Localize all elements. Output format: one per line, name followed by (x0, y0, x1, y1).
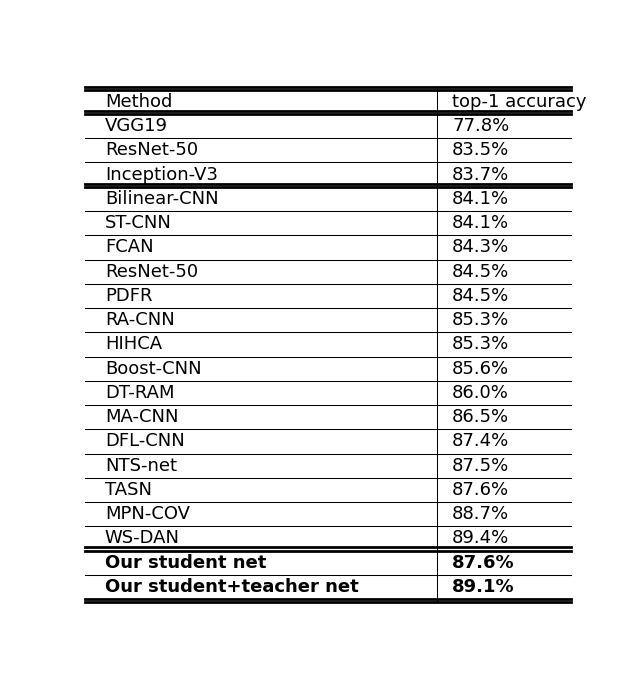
Text: 86.5%: 86.5% (452, 409, 509, 426)
Text: 84.1%: 84.1% (452, 214, 509, 232)
Text: 83.5%: 83.5% (452, 141, 509, 160)
Text: 85.6%: 85.6% (452, 359, 509, 378)
Text: 89.1%: 89.1% (452, 578, 515, 596)
Text: PDFR: PDFR (105, 287, 152, 305)
Text: 85.3%: 85.3% (452, 336, 509, 353)
Text: NTS-net: NTS-net (105, 457, 177, 475)
Text: 87.6%: 87.6% (452, 554, 515, 572)
Text: DFL-CNN: DFL-CNN (105, 432, 184, 450)
Text: ResNet-50: ResNet-50 (105, 141, 198, 160)
Text: MA-CNN: MA-CNN (105, 409, 179, 426)
Text: TASN: TASN (105, 481, 152, 499)
Text: DT-RAM: DT-RAM (105, 384, 174, 402)
Text: ResNet-50: ResNet-50 (105, 263, 198, 280)
Text: FCAN: FCAN (105, 239, 154, 256)
Text: Bilinear-CNN: Bilinear-CNN (105, 190, 218, 208)
Text: 84.3%: 84.3% (452, 239, 509, 256)
Text: 87.4%: 87.4% (452, 432, 509, 450)
Text: 88.7%: 88.7% (452, 505, 509, 523)
Text: WS-DAN: WS-DAN (105, 529, 180, 548)
Text: 84.1%: 84.1% (452, 190, 509, 208)
Text: Our student+teacher net: Our student+teacher net (105, 578, 358, 596)
Text: Boost-CNN: Boost-CNN (105, 359, 202, 378)
Text: VGG19: VGG19 (105, 117, 168, 135)
Text: 87.6%: 87.6% (452, 481, 509, 499)
Text: 84.5%: 84.5% (452, 263, 509, 280)
Text: Method: Method (105, 93, 172, 111)
Text: HIHCA: HIHCA (105, 336, 162, 353)
Text: RA-CNN: RA-CNN (105, 311, 175, 329)
Text: 83.7%: 83.7% (452, 166, 509, 183)
Text: 89.4%: 89.4% (452, 529, 509, 548)
Text: 86.0%: 86.0% (452, 384, 509, 402)
Text: Inception-V3: Inception-V3 (105, 166, 218, 183)
Text: top-1 accuracy: top-1 accuracy (452, 93, 586, 111)
Text: ST-CNN: ST-CNN (105, 214, 172, 232)
Text: 77.8%: 77.8% (452, 117, 509, 135)
Text: 87.5%: 87.5% (452, 457, 509, 475)
Text: MPN-COV: MPN-COV (105, 505, 190, 523)
Text: 84.5%: 84.5% (452, 287, 509, 305)
Text: 85.3%: 85.3% (452, 311, 509, 329)
Text: Our student net: Our student net (105, 554, 266, 572)
